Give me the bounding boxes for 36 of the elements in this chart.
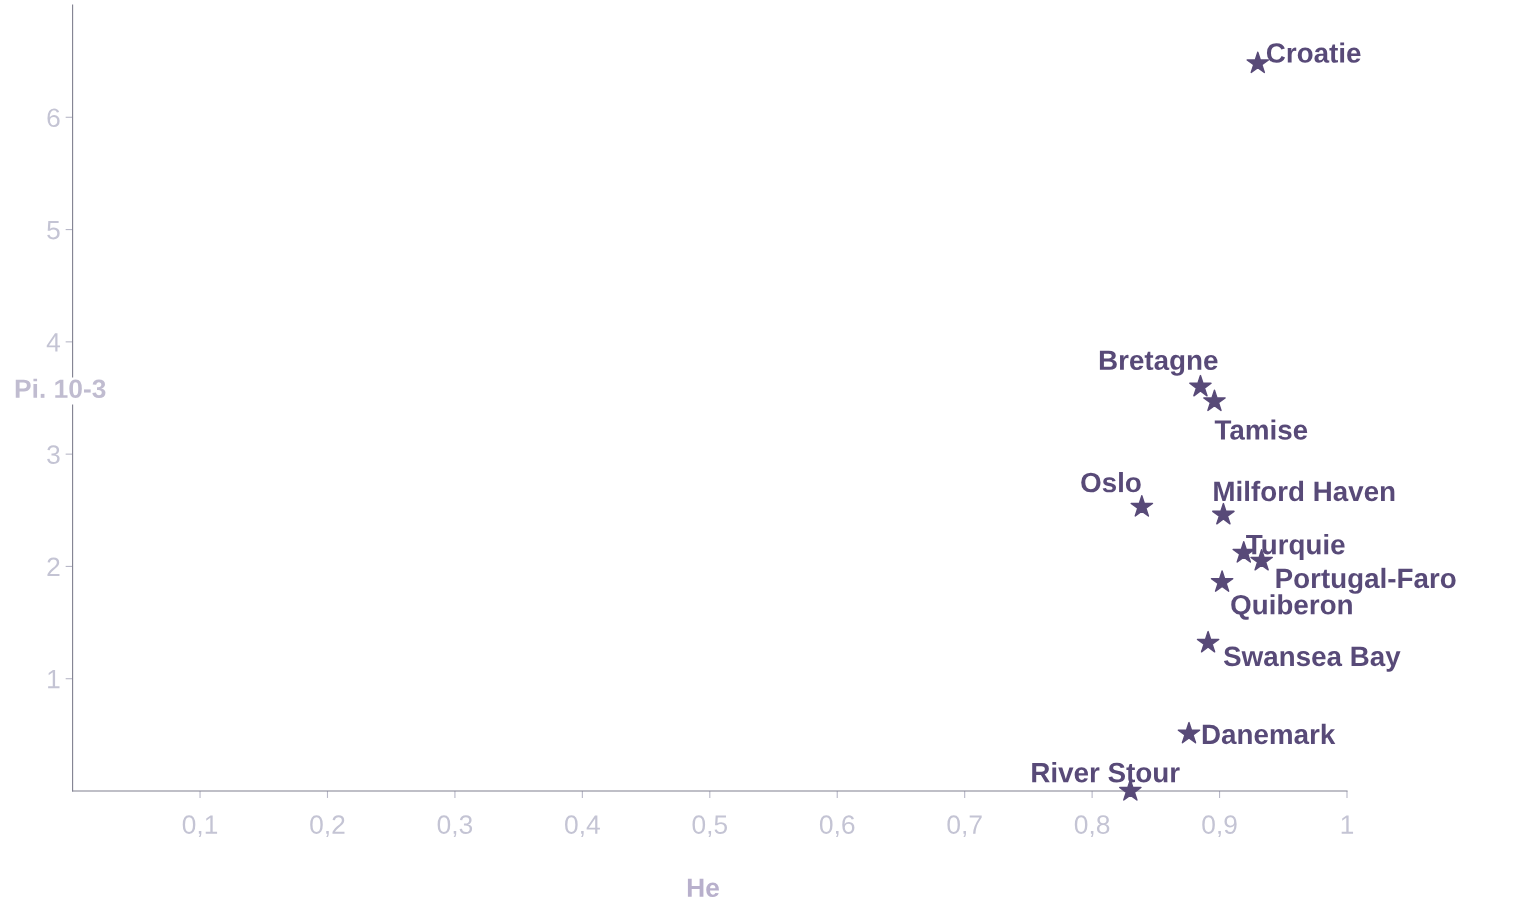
x-tick-label: 0,4 (565, 815, 600, 838)
x-tick-label: 0,8 (1074, 815, 1110, 838)
y-tick-label: 3 (47, 445, 60, 464)
y-axis-title: Pi. 10-3 (15, 378, 106, 399)
point (1212, 502, 1235, 525)
x-tick-label: 1 (1341, 815, 1354, 834)
x-tick-label: 0,5 (692, 815, 728, 838)
annotation: Swansea Bay (1223, 646, 1401, 672)
x-tick-label: 0,2 (310, 815, 345, 838)
annotation: Tamise (1214, 419, 1308, 440)
annotation: Bretagne (1099, 350, 1218, 376)
annotation: Milford Haven (1214, 480, 1395, 502)
point (1210, 570, 1234, 592)
point (1189, 374, 1212, 397)
y-tick-label: 4 (46, 333, 61, 352)
y-tick-label: 5 (47, 220, 60, 240)
x-tick-label: 0,6 (819, 815, 855, 838)
x-axis-title: He (687, 878, 719, 898)
annotation: Quiberon (1231, 594, 1352, 620)
x-tick-label: 0,1 (182, 815, 218, 838)
y-tick-label: 1 (48, 670, 60, 689)
annotation: Turquie (1246, 534, 1345, 560)
x-tick-label: 0,7 (947, 815, 982, 838)
x-tick-label: 0,9 (1202, 815, 1237, 838)
annotation: Croatie (1266, 42, 1361, 63)
point (1196, 630, 1220, 653)
point (1130, 495, 1154, 517)
annotation: Danemark (1202, 723, 1336, 745)
annotation: Portugal-Faro (1276, 567, 1456, 594)
y-tick-label: 6 (47, 108, 60, 128)
annotation: River Stour (1032, 762, 1180, 783)
point (1203, 389, 1226, 412)
x-tick-label: 0,3 (437, 815, 473, 838)
y-tick-label: 2 (47, 557, 60, 576)
annotation: Oslo (1081, 471, 1141, 493)
point (1177, 721, 1201, 744)
